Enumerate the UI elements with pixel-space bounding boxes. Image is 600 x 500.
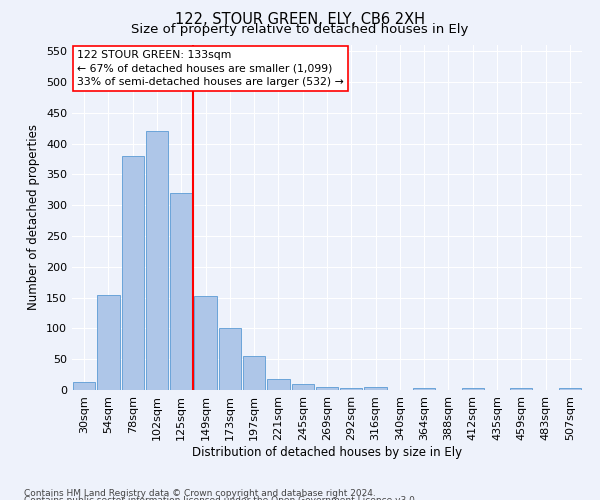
Bar	[340, 388, 362, 390]
Bar	[461, 388, 484, 390]
Text: Contains HM Land Registry data © Crown copyright and database right 2024.: Contains HM Land Registry data © Crown c…	[24, 488, 376, 498]
Bar	[413, 388, 436, 390]
Bar	[194, 296, 217, 390]
Bar	[292, 384, 314, 390]
Bar	[73, 382, 95, 390]
Bar	[267, 379, 290, 390]
Bar	[243, 356, 265, 390]
Bar	[559, 388, 581, 390]
Text: 122 STOUR GREEN: 133sqm
← 67% of detached houses are smaller (1,099)
33% of semi: 122 STOUR GREEN: 133sqm ← 67% of detache…	[77, 50, 344, 86]
Bar	[218, 328, 241, 390]
Y-axis label: Number of detached properties: Number of detached properties	[28, 124, 40, 310]
Bar	[510, 388, 532, 390]
Bar	[97, 294, 119, 390]
Text: 122, STOUR GREEN, ELY, CB6 2XH: 122, STOUR GREEN, ELY, CB6 2XH	[175, 12, 425, 28]
Bar	[364, 387, 387, 390]
X-axis label: Distribution of detached houses by size in Ely: Distribution of detached houses by size …	[192, 446, 462, 458]
Bar	[170, 193, 193, 390]
Bar	[122, 156, 144, 390]
Text: Contains public sector information licensed under the Open Government Licence v3: Contains public sector information licen…	[24, 496, 418, 500]
Bar	[146, 131, 168, 390]
Bar	[316, 387, 338, 390]
Text: Size of property relative to detached houses in Ely: Size of property relative to detached ho…	[131, 22, 469, 36]
